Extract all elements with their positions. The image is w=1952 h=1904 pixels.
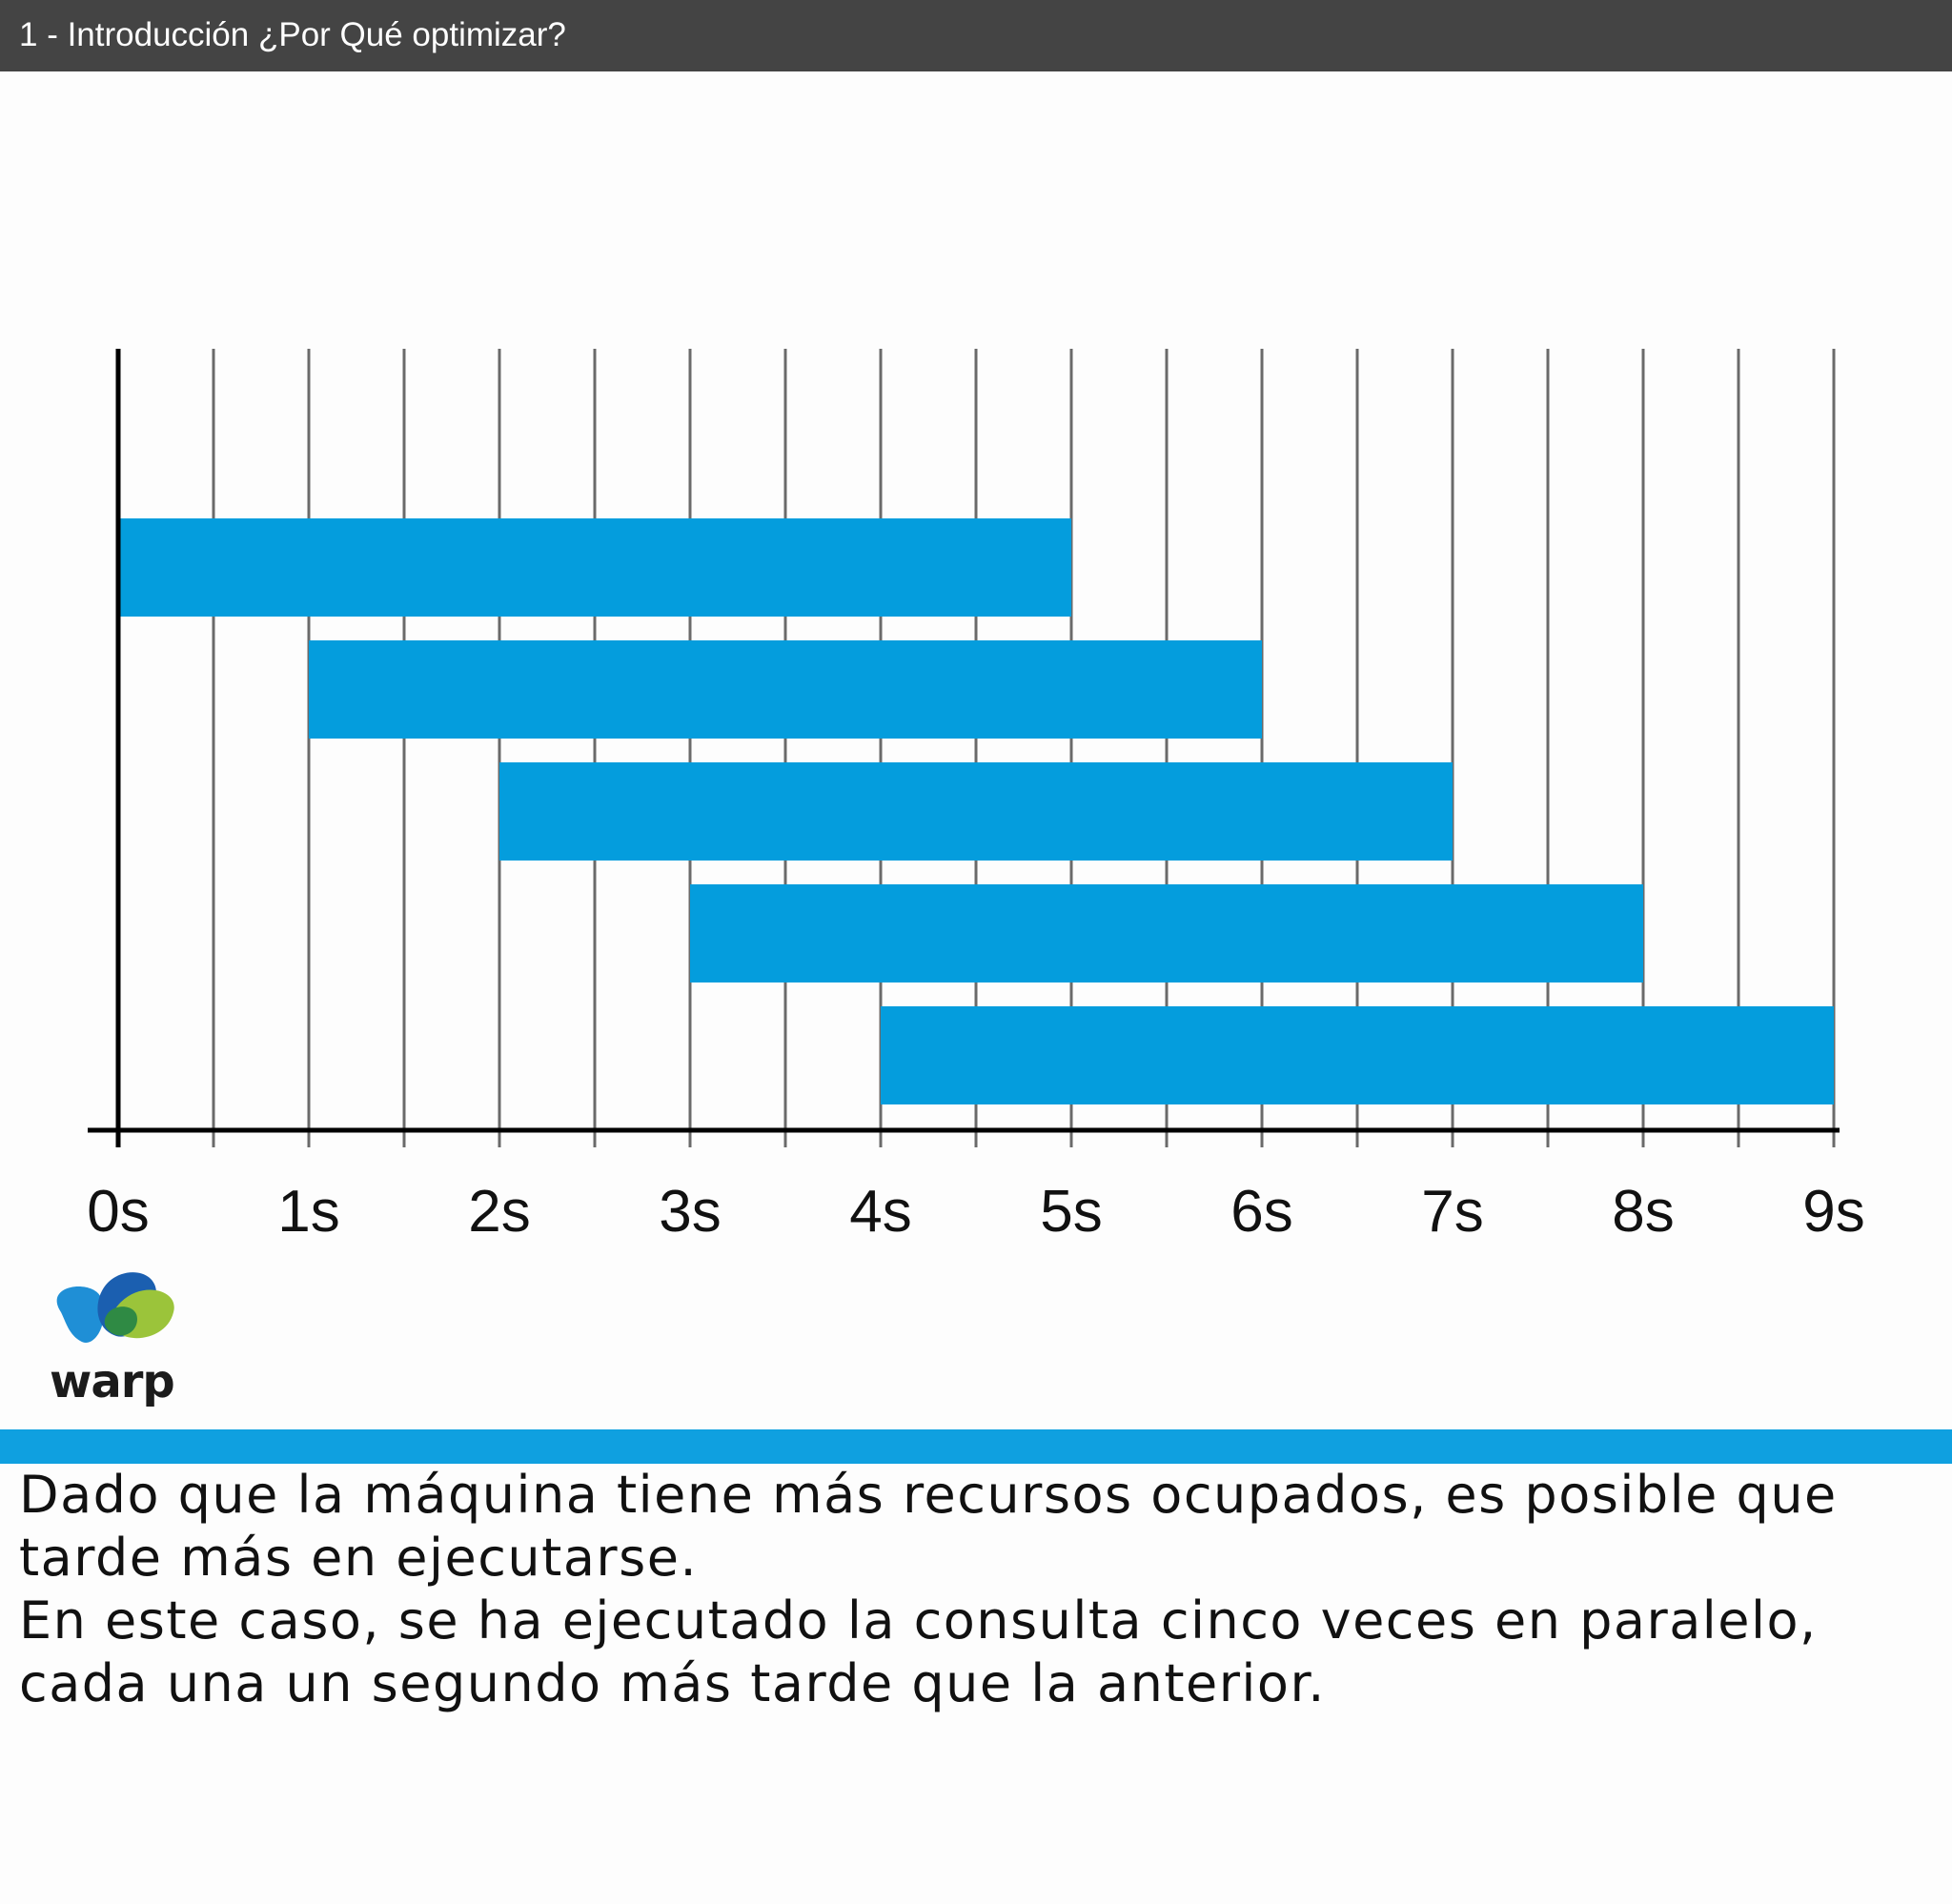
timeline-bar bbox=[881, 1006, 1834, 1104]
accent-divider bbox=[0, 1429, 1952, 1464]
caption-text: Dado que la máquina tiene más recursos o… bbox=[19, 1464, 1933, 1715]
title-bar: 1 - Introducción ¿Por Qué optimizar? bbox=[0, 0, 1952, 71]
timeline-bar bbox=[118, 518, 1071, 617]
x-tick-label: 5s bbox=[1040, 1179, 1102, 1245]
slide-title: 1 - Introducción ¿Por Qué optimizar? bbox=[19, 16, 566, 53]
x-tick-label: 7s bbox=[1421, 1179, 1483, 1245]
x-tick-label: 0s bbox=[87, 1179, 149, 1245]
x-tick-label: 3s bbox=[659, 1179, 721, 1245]
caption-paragraph-1: Dado que la máquina tiene más recursos o… bbox=[19, 1465, 1838, 1588]
x-tick-label: 9s bbox=[1802, 1179, 1864, 1245]
timeline-bar bbox=[499, 762, 1453, 861]
warp-logo-mark bbox=[56, 1272, 174, 1343]
warp-logo: warp bbox=[42, 1260, 194, 1412]
x-tick-label: 4s bbox=[849, 1179, 911, 1245]
caption-paragraph-2: En este caso, se ha ejecutado la consult… bbox=[19, 1590, 1818, 1713]
x-tick-label: 6s bbox=[1230, 1179, 1292, 1245]
timeline-bar bbox=[309, 640, 1262, 739]
x-tick-label: 1s bbox=[277, 1179, 339, 1245]
x-tick-label: 8s bbox=[1612, 1179, 1674, 1245]
timeline-bar bbox=[690, 884, 1643, 982]
timeline-chart: 0s 1s 2s 3s 4s 5s 6s 7s 8s 9s bbox=[87, 349, 1865, 1245]
x-tick-label: 2s bbox=[468, 1179, 530, 1245]
warp-logo-word: warp bbox=[50, 1355, 175, 1408]
